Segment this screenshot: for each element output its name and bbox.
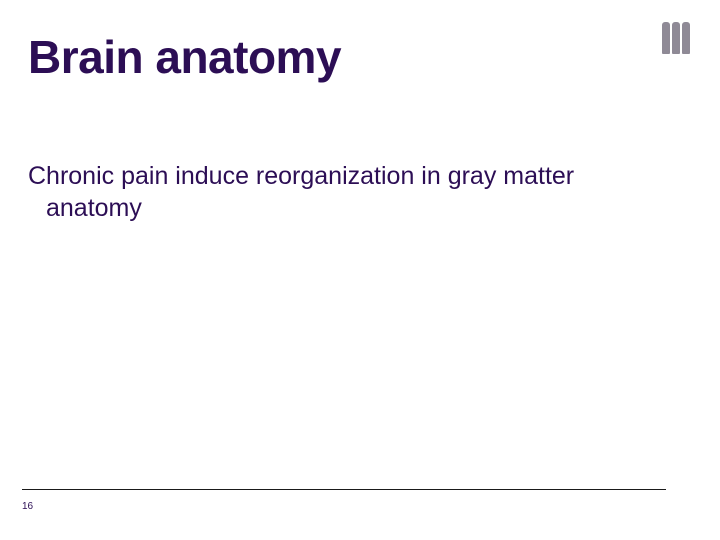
page-number: 16 bbox=[22, 501, 33, 512]
footer-divider bbox=[22, 489, 666, 490]
logo-bar bbox=[662, 22, 670, 54]
logo-icon bbox=[662, 22, 690, 54]
slide: Brain anatomy Chronic pain induce reorga… bbox=[0, 0, 720, 540]
slide-title: Brain anatomy bbox=[28, 30, 341, 84]
logo-bar bbox=[672, 22, 680, 54]
slide-body-text: Chronic pain induce reorganization in gr… bbox=[28, 160, 628, 224]
logo-bar bbox=[682, 22, 690, 54]
